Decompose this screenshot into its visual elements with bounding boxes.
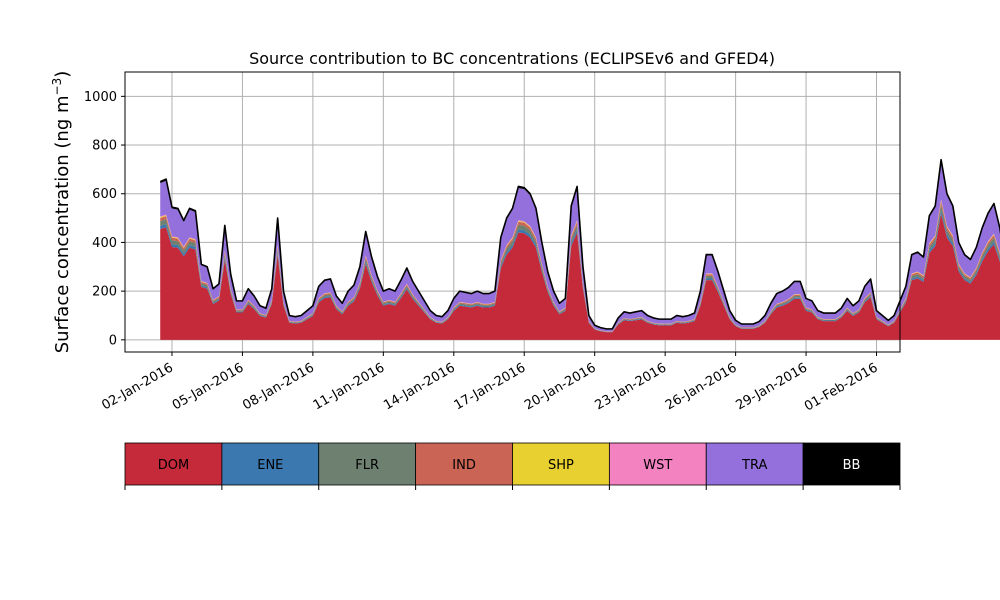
area-dom	[160, 213, 1000, 340]
area-tra	[160, 161, 1000, 332]
total-line	[159, 158, 1000, 330]
legend-label-ind: IND	[452, 458, 476, 473]
x-tick-label: 08-Jan-2016	[240, 360, 317, 413]
y-tick-label: 800	[92, 139, 117, 154]
y-axis-label-exponent: −3	[50, 78, 64, 96]
legend-swatch-bb	[802, 442, 901, 486]
legend-swatch-ind	[415, 442, 513, 486]
y-tick-label: 1000	[84, 90, 117, 105]
x-tick-label: 05-Jan-2016	[170, 360, 247, 413]
legend-swatch-ene	[221, 442, 320, 486]
legend-swatch-dom	[124, 442, 223, 486]
y-axis-label-close: )	[52, 71, 73, 78]
legend-label-shp: SHP	[548, 458, 574, 473]
legend-swatch-shp	[512, 442, 610, 486]
legend-label-ene: ENE	[257, 458, 283, 473]
y-tick-label: 600	[92, 187, 117, 202]
total-line-layer	[159, 158, 1000, 330]
grid	[125, 72, 900, 352]
x-tick-label: 11-Jan-2016	[311, 360, 388, 413]
x-tick-label: 01-Feb-2016	[802, 360, 881, 414]
y-tick-label: 0	[109, 333, 117, 348]
y-axis-label: Surface concentration (ng m−3)	[50, 71, 73, 354]
legend-swatch-wst	[608, 442, 707, 486]
area-flr	[160, 204, 1000, 332]
y-tick-label: 400	[92, 236, 117, 251]
x-tick-label: 14-Jan-2016	[381, 360, 458, 413]
legend-label-tra: TRA	[741, 458, 767, 473]
plot-frame	[124, 71, 901, 353]
x-tick-label: 17-Jan-2016	[452, 360, 529, 413]
legend-colorbar: DOM ENE FLR IND SHP WST TRA BB	[124, 442, 901, 490]
x-tick-label: 20-Jan-2016	[522, 360, 599, 413]
area-ene	[160, 210, 1000, 333]
legend-label-wst: WST	[643, 458, 672, 473]
legend-swatch-flr	[318, 442, 417, 486]
x-tick-label: 29-Jan-2016	[733, 360, 810, 413]
legend-label-flr: FLR	[355, 458, 379, 473]
area-ind	[160, 201, 1000, 332]
y-tick-label: 200	[92, 285, 117, 300]
chart-title: Source contribution to BC concentrations…	[249, 49, 775, 68]
legend-label-dom: DOM	[158, 458, 189, 473]
x-axis-ticks: 02-Jan-201605-Jan-201608-Jan-201611-Jan-…	[99, 352, 881, 414]
legend-label-bb: BB	[843, 458, 861, 473]
y-axis-label-text: Surface concentration (ng m	[52, 95, 73, 353]
x-tick-label: 02-Jan-2016	[99, 360, 176, 413]
stacked-areas	[160, 159, 1000, 340]
x-tick-label: 26-Jan-2016	[663, 360, 740, 413]
y-axis-ticks: 0 200 400 600 800 1000	[84, 90, 125, 348]
x-tick-label: 23-Jan-2016	[593, 360, 670, 413]
